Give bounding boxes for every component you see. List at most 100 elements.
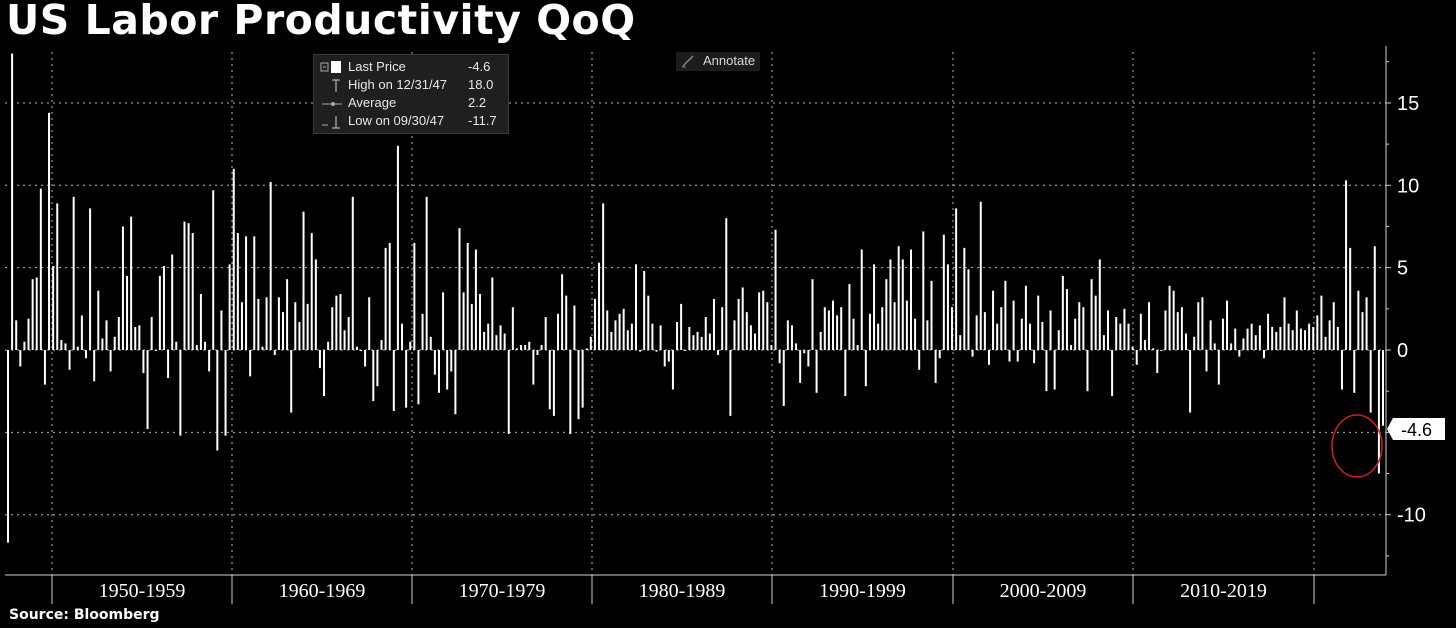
bar — [926, 320, 929, 350]
bar — [1065, 289, 1068, 350]
annotate-button[interactable]: Annotate — [676, 52, 760, 71]
bar — [347, 317, 350, 350]
bar — [52, 266, 55, 350]
legend-value: 2.2 — [468, 95, 487, 110]
bar — [1209, 320, 1212, 350]
bar — [979, 201, 982, 350]
bar — [790, 325, 793, 350]
bar — [1201, 297, 1204, 350]
bar — [401, 323, 404, 350]
bar — [1193, 336, 1196, 350]
bar — [1230, 343, 1233, 350]
bar — [692, 335, 695, 350]
bar — [696, 331, 699, 350]
bar — [323, 350, 326, 397]
bar — [474, 249, 477, 350]
bar — [832, 300, 834, 350]
bar — [224, 350, 227, 436]
bar — [368, 297, 371, 350]
bar — [1279, 326, 1282, 350]
bar — [142, 350, 145, 374]
bar — [1369, 350, 1372, 413]
bar — [195, 345, 198, 350]
bar — [80, 315, 83, 350]
legend-value: -4.6 — [468, 59, 491, 74]
bar — [1332, 302, 1335, 350]
bar — [1033, 350, 1036, 364]
bar — [257, 298, 260, 350]
bar — [413, 242, 416, 350]
bar — [31, 279, 34, 350]
bar — [951, 307, 954, 350]
bar — [405, 350, 408, 408]
bar — [946, 264, 949, 350]
bar — [1258, 325, 1261, 350]
bar — [700, 336, 703, 350]
bar — [544, 317, 547, 350]
bar — [610, 331, 613, 350]
bar — [355, 346, 358, 350]
bar — [511, 307, 514, 350]
bar — [183, 221, 186, 350]
legend-row-low: Low on 09/30/47 -11.7 — [314, 113, 508, 130]
bar — [286, 279, 289, 350]
bar — [1078, 302, 1081, 350]
bar — [499, 325, 502, 350]
bar — [60, 340, 63, 350]
bar — [987, 350, 990, 365]
bar — [1250, 323, 1253, 350]
bar — [269, 182, 272, 350]
bar — [712, 298, 715, 350]
bar — [754, 333, 757, 350]
bar — [446, 350, 449, 390]
x-tick-label: 1990-1999 — [819, 580, 906, 602]
bar — [1353, 350, 1356, 393]
bar — [1316, 315, 1319, 350]
bar — [204, 341, 207, 350]
bar — [643, 270, 646, 350]
bar — [1328, 320, 1331, 350]
bar — [117, 317, 120, 350]
bar — [938, 350, 941, 359]
bar — [113, 336, 116, 350]
bar — [1119, 323, 1122, 350]
high-marker-icon — [332, 79, 340, 92]
bar — [1291, 330, 1294, 350]
bar — [1024, 285, 1027, 350]
bar — [1361, 312, 1364, 350]
bar — [901, 259, 904, 350]
legend[interactable]: Last Price -4.6 High on 12/31/47 18.0 Av… — [313, 54, 509, 134]
bar — [56, 203, 59, 350]
bar — [162, 266, 165, 350]
bar — [138, 325, 141, 350]
bar — [253, 236, 256, 350]
bar — [479, 294, 482, 350]
bar — [844, 350, 847, 397]
bar — [770, 345, 773, 350]
bar — [659, 325, 662, 350]
bar — [462, 292, 465, 350]
bar — [483, 331, 486, 350]
bar — [663, 350, 666, 367]
bar — [302, 211, 305, 350]
y-tick-label: 10 — [1397, 175, 1419, 197]
bar — [1295, 310, 1298, 350]
bar — [43, 350, 46, 385]
bar — [359, 350, 362, 351]
bar — [1029, 323, 1032, 350]
bar — [1082, 307, 1085, 350]
legend-value: 18.0 — [468, 77, 494, 92]
bar — [35, 277, 38, 350]
bar — [1324, 336, 1327, 350]
bar — [429, 336, 432, 350]
bar — [1299, 328, 1302, 350]
bar — [1102, 335, 1105, 350]
bar — [68, 350, 71, 370]
y-tick-label: 5 — [1397, 258, 1408, 280]
bar — [388, 242, 391, 350]
bar — [1189, 350, 1192, 413]
bar — [1320, 295, 1323, 350]
bar — [971, 350, 974, 357]
bar — [167, 350, 170, 378]
bar — [495, 335, 498, 350]
